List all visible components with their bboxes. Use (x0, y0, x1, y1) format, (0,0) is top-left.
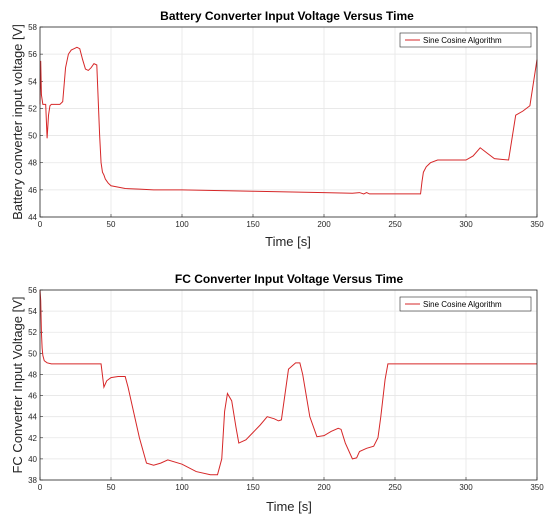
x-tick-label: 50 (107, 483, 116, 492)
y-tick-label: 56 (28, 50, 37, 59)
x-tick-label: 150 (246, 483, 260, 492)
x-axis: 0 50 100 150 200 250 300 350 (38, 214, 544, 229)
legend-box (399, 296, 532, 312)
y-tick-label: 46 (28, 392, 37, 401)
y-tick-label: 52 (28, 328, 37, 337)
legend: Sine Cosine Algorithm (399, 32, 532, 48)
y-axis: 44 46 48 50 52 54 56 58 (28, 23, 43, 222)
legend-box (399, 32, 532, 48)
y-tick-label: 52 (28, 104, 37, 113)
chart-title: Battery Converter Input Voltage Versus T… (160, 9, 414, 23)
chart-title: FC Converter Input Voltage Versus Time (175, 272, 404, 286)
y-tick-label: 48 (28, 159, 37, 168)
y-tick-label: 44 (28, 413, 37, 422)
y-tick-label: 54 (28, 307, 37, 316)
x-tick-label: 150 (246, 220, 260, 229)
plot-frame (39, 26, 538, 218)
battery-voltage-chart: Battery Converter Input Voltage Versus T… (10, 9, 544, 249)
x-tick-label: 0 (38, 483, 43, 492)
x-tick-label: 250 (388, 220, 402, 229)
y-tick-label: 50 (28, 132, 37, 141)
y-axis-label: FC Converter Input Voltage [V] (10, 296, 25, 473)
y-tick-label: 40 (28, 455, 37, 464)
x-tick-label: 200 (317, 220, 331, 229)
y-tick-label: 42 (28, 434, 37, 443)
x-tick-label: 300 (459, 483, 473, 492)
x-tick-label: 50 (107, 220, 116, 229)
legend-label: Sine Cosine Algorithm (423, 36, 502, 45)
plot-frame (39, 289, 538, 481)
y-tick-label: 48 (28, 370, 37, 379)
y-tick-label: 56 (28, 286, 37, 295)
y-axis-label: Battery converter input voltage [V] (10, 24, 25, 220)
y-axis: 38 40 42 44 46 48 50 52 54 56 (28, 286, 43, 485)
x-tick-label: 350 (530, 483, 544, 492)
y-tick-label: 50 (28, 349, 37, 358)
y-tick-label: 38 (28, 476, 37, 485)
x-tick-label: 300 (459, 220, 473, 229)
y-tick-label: 46 (28, 186, 37, 195)
grid (39, 26, 538, 218)
legend-label: Sine Cosine Algorithm (423, 300, 502, 309)
y-tick-label: 44 (28, 213, 37, 222)
legend: Sine Cosine Algorithm (399, 296, 532, 312)
x-tick-label: 200 (317, 483, 331, 492)
y-tick-label: 58 (28, 23, 37, 32)
plot-area (40, 290, 537, 480)
y-tick-label: 54 (28, 77, 37, 86)
x-tick-label: 100 (175, 220, 189, 229)
x-axis-label: Time [s] (266, 499, 312, 514)
x-tick-label: 100 (175, 483, 189, 492)
fc-voltage-chart: FC Converter Input Voltage Versus Time 0… (10, 272, 544, 514)
x-tick-label: 0 (38, 220, 43, 229)
x-axis-label: Time [s] (265, 234, 311, 249)
series-line-sine-cosine (39, 289, 537, 476)
series-line-sine-cosine (39, 46, 538, 195)
x-axis: 0 50 100 150 200 250 300 350 (38, 477, 544, 492)
plot-area (40, 27, 537, 217)
x-tick-label: 250 (388, 483, 402, 492)
x-tick-label: 350 (530, 220, 544, 229)
